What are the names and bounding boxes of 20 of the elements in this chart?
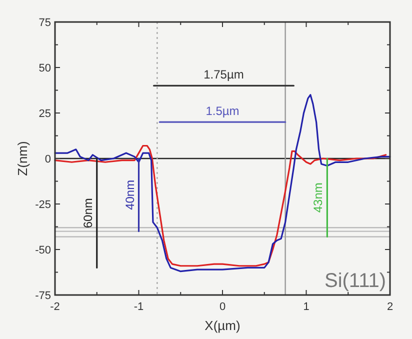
x-tick-label: -2 [50, 301, 60, 313]
x-tick-label: 1 [303, 301, 310, 313]
x-axis-title: X(µm) [204, 318, 240, 333]
text: 40nm [122, 180, 137, 210]
series-label: 1.75µm [204, 68, 244, 82]
series-label: 1.5µm [206, 104, 240, 118]
text: 60nm [80, 198, 95, 228]
x-tick-label: -1 [134, 301, 144, 313]
y-tick-label: 50 [38, 62, 51, 74]
y-tick-label: -75 [35, 290, 51, 302]
y-tick-label: 25 [38, 108, 51, 120]
y-axis-title: Z(nm) [15, 141, 30, 176]
x-tick-label: 2 [386, 301, 394, 313]
y-tick-label: -25 [35, 199, 51, 211]
x-tick-label: 0 [219, 301, 226, 313]
y-tick-label: 0 [44, 154, 51, 166]
y-tick-label: -50 [35, 244, 51, 256]
annotation: Si(111) [324, 270, 386, 292]
y-tick-label: 75 [38, 17, 51, 29]
text: 43nm [311, 182, 326, 213]
